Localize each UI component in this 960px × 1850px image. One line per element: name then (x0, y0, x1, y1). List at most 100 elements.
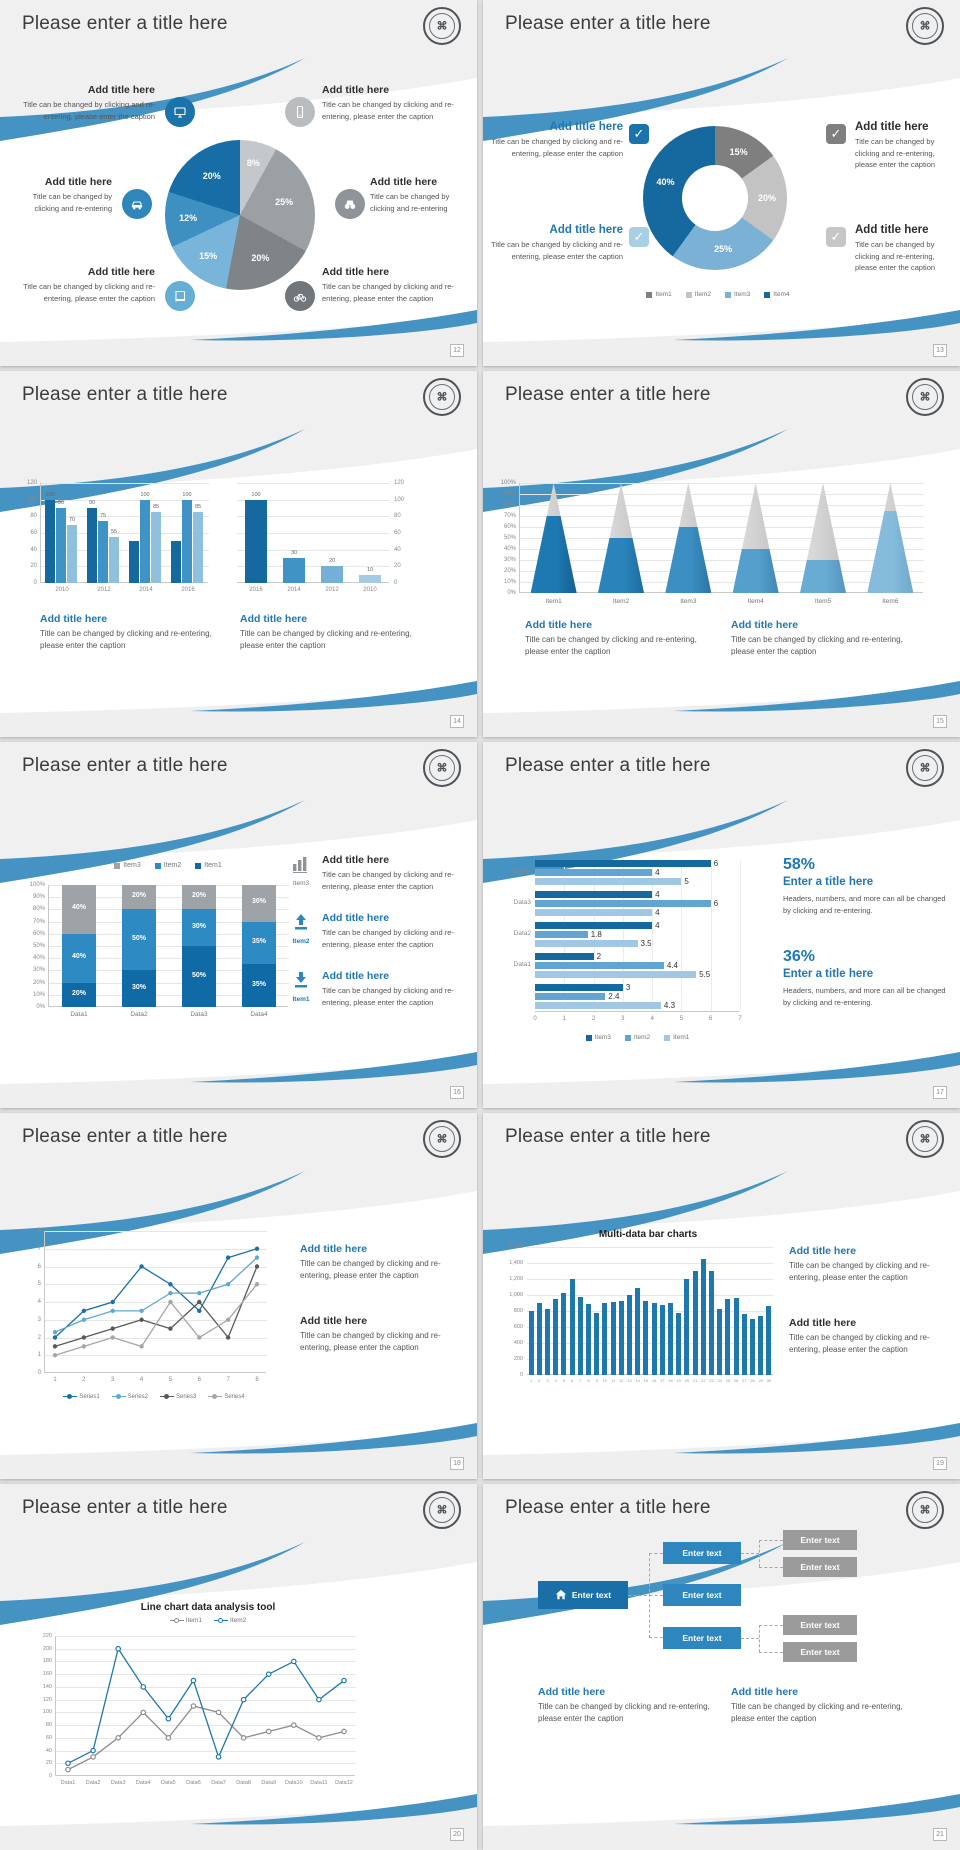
slide-15[interactable]: Please enter a title here ⌘ 0% 10% 20% 30% 4… (483, 371, 960, 737)
x-axis-label: 17 (660, 1378, 665, 1383)
node-label: Enter text (800, 1562, 840, 1572)
bar-value-label: 100 (182, 491, 192, 498)
gridline (56, 1699, 356, 1701)
bar (741, 1314, 747, 1375)
stack-segment (122, 970, 156, 1007)
axis-tick-label: 1 (37, 1352, 41, 1359)
y-axis-label: Data3 (513, 899, 531, 906)
bar-value-label: 2 (596, 952, 602, 961)
stack-segment-label: 40% (71, 904, 86, 912)
callout-bottom-left: Add title here Title can be changed by c… (485, 224, 623, 262)
node-label: Enter text (571, 1590, 612, 1600)
gridline (710, 860, 712, 1011)
legend-item: Item2 (685, 291, 711, 298)
cone-fill (732, 549, 779, 593)
bar (535, 869, 653, 876)
gridline (652, 860, 654, 1011)
axis-tick-label: 0 (519, 1372, 523, 1378)
bar-value-label: 30 (290, 550, 298, 556)
legend-label: Series3 (176, 1393, 197, 1400)
grouped-bar-chart: 0 20 40 60 80 100 120 2010 100 90 70 2012 90 75 55 2014… (27, 480, 209, 593)
footer-curve (483, 1794, 960, 1850)
gridline (237, 516, 389, 518)
x-axis-label: 6 (197, 1377, 201, 1383)
chart-title: Multi-data bar charts (598, 1229, 698, 1240)
slide-21[interactable]: Please enter a title here ⌘ Enter text E… (483, 1484, 960, 1850)
legend-item: Item2 (624, 1034, 650, 1041)
callout-title: Add title here (855, 121, 929, 133)
stack-segment (242, 964, 276, 1007)
callout-caption: Title can be changed by clicking and re-… (538, 1702, 710, 1724)
callout-top-right: Add title here Title can be changed by c… (855, 121, 955, 171)
footer-curve (0, 1423, 477, 1479)
x-axis-label: 4 (554, 1378, 557, 1383)
slide-16[interactable]: Please enter a title here ⌘ Item3 Item2 It… (0, 742, 477, 1108)
slide-14[interactable]: Please enter a title here ⌘ 0 20 40 60 80 100… (0, 371, 477, 737)
axis-tick-label: 0% (36, 1004, 45, 1010)
stat-block-2: 36% Enter a title here Headers, numbers,… (783, 948, 953, 1008)
icon-label: Item1 (292, 996, 310, 1003)
slide-12[interactable]: Please enter a title here ⌘ 8% 25% 20% 15% 1… (0, 0, 477, 366)
bar-value-label: 5 (684, 877, 689, 886)
connector-line (759, 1625, 760, 1652)
callout-item2: Add title here Title can be changed by c… (322, 912, 472, 950)
bar (749, 1319, 755, 1375)
callout-item1: Add title here Title can be changed by c… (322, 970, 472, 1008)
x-axis-label: Data1 (70, 1011, 88, 1018)
axis-tick-label: 60% (32, 930, 45, 937)
axis-tick-label: 0 (33, 580, 37, 586)
gridline (527, 1327, 773, 1328)
stack-segment-label: 30% (131, 983, 146, 991)
x-axis-label: 7 (226, 1377, 230, 1383)
axis-tick-label: 3 (621, 1016, 625, 1022)
callout-title: Add title here (370, 176, 438, 188)
slide-17[interactable]: Please enter a title here ⌘ 0 1 2 3 4 5 6 7 Data… (483, 742, 960, 1108)
callout-caption: Title can be changed by clicking and re-… (322, 282, 454, 303)
legend-item: Series2 (111, 1393, 148, 1400)
bar (535, 878, 682, 885)
bar-value-label: 90 (57, 500, 65, 506)
connector-line (649, 1553, 650, 1638)
page-number: 14 (450, 715, 464, 728)
connector-line (759, 1652, 783, 1653)
gridline (520, 549, 924, 550)
bar (651, 1303, 657, 1375)
axis-tick-label: 8 (37, 1228, 41, 1234)
x-axis-label: Data8 (236, 1780, 251, 1786)
x-axis-label: 10 (602, 1378, 608, 1383)
bar (717, 1308, 723, 1375)
donut-slice-label: 20% (757, 193, 776, 203)
cone-chart: 0% 10% 20% 30% 40% 50% 60% 70% 80% 90% 100% Item1 It… (501, 480, 924, 605)
callout-title: Add title here (300, 1243, 368, 1255)
x-axis-label: 2012 (97, 587, 111, 593)
bar (171, 541, 181, 583)
axis-tick-label: 6 (37, 1263, 41, 1270)
callout-title: Add title here (549, 121, 623, 133)
x-axis-label: 2010 (363, 587, 377, 593)
legend-label: Item3 (123, 862, 141, 869)
gridline (45, 1248, 267, 1250)
axis-line (535, 1011, 740, 1012)
slide-18[interactable]: Please enter a title here ⌘ 0 1 2 3 4 5 6 7 8 1 2 3… (0, 1113, 477, 1479)
callout-2: Add title here Title can be changed by c… (789, 1317, 953, 1357)
slide-19[interactable]: Please enter a title here ⌘ Multi-data b… (483, 1113, 960, 1479)
node-label: Enter text (682, 1548, 722, 1558)
connector-line (759, 1567, 783, 1568)
university-seal-logo: ⌘ (906, 749, 944, 787)
slide-20[interactable]: Please enter a title here ⌘ Line chart d… (0, 1484, 477, 1850)
gridline (520, 571, 924, 572)
gridline (593, 860, 595, 1011)
legend-label: Series2 (127, 1393, 148, 1400)
slide-13[interactable]: Please enter a title here ⌘ 15% 20% 25% 40%… (483, 0, 960, 366)
bar (708, 1271, 714, 1375)
connector-line (759, 1540, 760, 1567)
legend-dot (67, 1393, 73, 1399)
x-axis-label: 28 (750, 1378, 755, 1383)
diagram-leaf-node: Enter text (783, 1530, 857, 1550)
bar-value-label: 55 (110, 529, 118, 536)
monitor-icon (165, 97, 195, 127)
checkbox-icon: ✓ (629, 227, 649, 247)
bar-value-label: 4 (655, 908, 660, 917)
x-axis-label: 5 (562, 1378, 565, 1383)
bar-value-label: 5.5 (699, 970, 711, 979)
